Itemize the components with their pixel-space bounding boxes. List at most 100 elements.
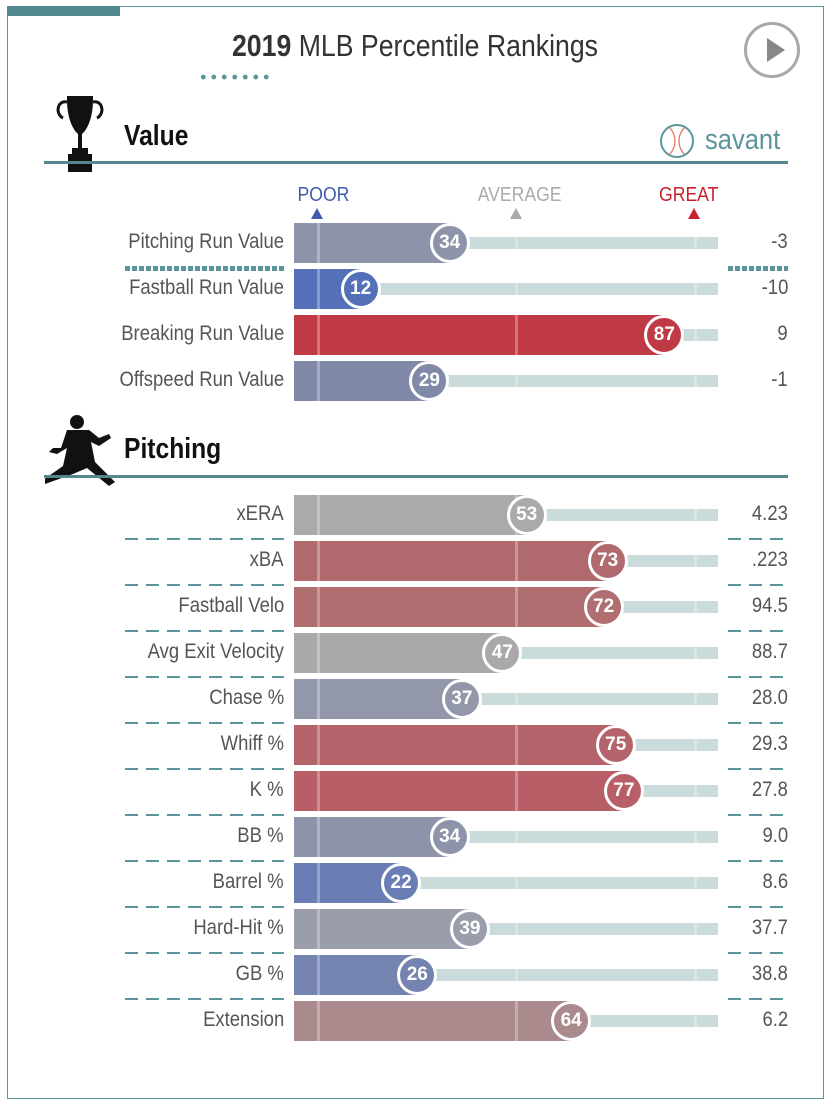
play-button[interactable] [744, 22, 800, 78]
average-gridline [515, 541, 518, 581]
percentile-track [294, 283, 718, 295]
percentile-circle: 64 [551, 1001, 592, 1041]
poor-gridline [317, 909, 320, 949]
average-gridline [515, 587, 518, 627]
great-gridline [694, 725, 697, 765]
row-separator [728, 538, 788, 540]
percentile-bar [294, 223, 450, 263]
metric-value: .223 [752, 548, 788, 571]
poor-gridline [317, 817, 320, 857]
section-title-value: Value [124, 120, 189, 152]
great-gridline [694, 315, 697, 355]
legend-average: AVERAGE [477, 184, 562, 206]
great-gridline [694, 771, 697, 811]
row-separator [125, 722, 284, 724]
percentile-bar [294, 1001, 572, 1041]
row-separator [125, 814, 284, 816]
average-gridline [515, 863, 518, 903]
average-gridline [515, 909, 518, 949]
percentile-circle: 22 [381, 863, 422, 903]
savant-logo-text: savant [705, 124, 781, 156]
page-title: 2019 MLB Percentile Rankings [58, 28, 772, 64]
row-separator [728, 722, 788, 724]
metric-label: Pitching Run Value [128, 230, 284, 253]
average-gridline [515, 223, 518, 263]
average-gridline [515, 679, 518, 719]
metric-row: Pitching Run Value 34 -3 [0, 223, 830, 263]
metric-row: Chase % 37 28.0 [0, 679, 830, 719]
row-separator [728, 630, 788, 632]
row-separator [728, 814, 788, 816]
row-separator [125, 952, 284, 954]
poor-gridline [317, 223, 320, 263]
percentile-bar [294, 495, 527, 535]
metric-row: Fastball Velo 72 94.5 [0, 587, 830, 627]
great-gridline [694, 863, 697, 903]
great-gridline [694, 679, 697, 719]
row-separator [728, 768, 788, 770]
average-gridline [515, 361, 518, 401]
percentile-bar [294, 679, 462, 719]
metric-value: 38.8 [752, 962, 788, 985]
great-gridline [694, 223, 697, 263]
poor-marker-icon [311, 208, 323, 219]
percentile-circle: 73 [587, 541, 628, 581]
pitcher-icon [45, 415, 115, 486]
percentile-bar [294, 725, 616, 765]
percentile-circle: 87 [644, 315, 685, 355]
percentile-circle: 75 [595, 725, 636, 765]
metric-row: Extension 64 6.2 [0, 1001, 830, 1041]
poor-gridline [317, 361, 320, 401]
savant-logo-icon [660, 124, 694, 158]
row-separator [728, 860, 788, 862]
percentile-circle: 37 [441, 679, 482, 719]
great-gridline [694, 269, 697, 309]
poor-gridline [317, 1001, 320, 1041]
percentile-circle: 29 [409, 361, 450, 401]
average-gridline [515, 315, 518, 355]
metric-label: Whiff % [220, 732, 284, 755]
percentile-bar [294, 633, 503, 673]
metric-value: -10 [761, 276, 788, 299]
trophy-icon [56, 96, 104, 172]
poor-gridline [317, 587, 320, 627]
percentile-bar [294, 771, 624, 811]
title-year: 2019 [231, 28, 292, 63]
metric-label: K % [250, 778, 284, 801]
row-separator [125, 630, 284, 632]
metric-label: xBA [250, 548, 284, 571]
poor-gridline [317, 679, 320, 719]
great-gridline [694, 587, 697, 627]
row-separator [728, 998, 788, 1000]
great-gridline [694, 909, 697, 949]
great-gridline [694, 1001, 697, 1041]
metric-label: Avg Exit Velocity [147, 640, 284, 663]
row-separator [125, 584, 284, 586]
row-separator [125, 538, 284, 540]
average-gridline [515, 955, 518, 995]
metric-value: 37.7 [752, 916, 788, 939]
row-separator [125, 676, 284, 678]
metric-row: Hard-Hit % 39 37.7 [0, 909, 830, 949]
row-separator [728, 584, 788, 586]
metric-row: Fastball Run Value 12 -10 [0, 269, 830, 309]
metric-label: Extension [202, 1008, 284, 1031]
percentile-circle: 26 [397, 955, 438, 995]
metric-label: Barrel % [213, 870, 284, 893]
metric-row: GB % 26 38.8 [0, 955, 830, 995]
percentile-circle: 12 [340, 269, 381, 309]
row-separator [125, 906, 284, 908]
percentile-bar [294, 587, 604, 627]
metric-value: 8.6 [762, 870, 788, 893]
great-gridline [694, 817, 697, 857]
row-separator [125, 998, 284, 1000]
percentile-circle: 39 [449, 909, 490, 949]
metric-value: -1 [771, 368, 788, 391]
row-separator [728, 906, 788, 908]
metric-label: GB % [235, 962, 284, 985]
metric-label: xERA [236, 502, 284, 525]
metric-value: 29.3 [752, 732, 788, 755]
metric-label: Offspeed Run Value [119, 368, 284, 391]
poor-gridline [317, 725, 320, 765]
poor-gridline [317, 315, 320, 355]
